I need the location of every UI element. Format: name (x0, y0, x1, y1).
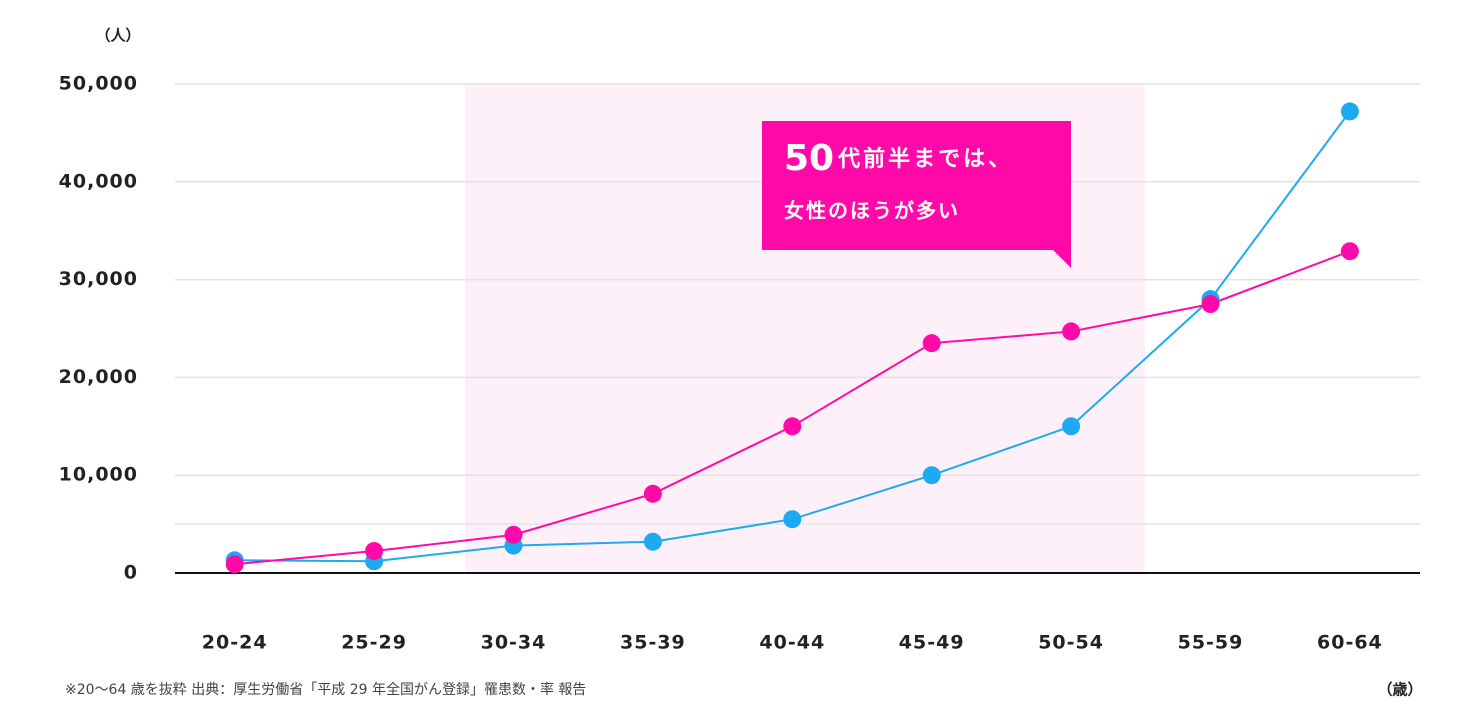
x-unit: （歳） (1377, 681, 1422, 699)
x-tick-label: 20-24 (202, 632, 268, 654)
x-tick-label: 40-44 (759, 632, 825, 654)
x-tick-label: 50-54 (1038, 632, 1104, 654)
x-tick-label: 25-29 (341, 632, 407, 654)
callout-line-2: 女性のほうが多い (784, 199, 960, 223)
callout: 50 代前半までは、 女性のほうが多い (762, 121, 1071, 268)
data-point (783, 417, 802, 436)
callout-line-1: 50 代前半までは、 (784, 138, 1013, 179)
data-point (783, 510, 802, 529)
callout-number: 50 (784, 138, 834, 179)
callout-text: 代前半までは、 (837, 146, 1013, 172)
data-point (365, 541, 384, 560)
footnote: ※20～64 歳を抜粋 出典：厚生労働省「平成 29 年全国がん登録」罹患数・率… (65, 681, 586, 698)
y-tick-label: 10,000 (59, 464, 138, 486)
y-tick-label: 50,000 (59, 73, 138, 95)
x-tick-label: 30-34 (481, 632, 547, 654)
x-tick-label: 45-49 (899, 632, 965, 654)
x-tick-label: 60-64 (1317, 632, 1383, 654)
data-point (1340, 242, 1359, 261)
data-point (643, 484, 662, 503)
y-tick-label: 0 (124, 562, 138, 584)
data-point (643, 532, 662, 551)
y-tick-label: 20,000 (59, 366, 138, 388)
data-point (1062, 417, 1081, 436)
data-point (922, 334, 941, 353)
data-point (504, 525, 523, 544)
data-point (1062, 322, 1081, 341)
y-tick-label: 30,000 (59, 268, 138, 290)
y-unit: （人） (95, 27, 140, 45)
x-tick-label: 35-39 (620, 632, 686, 654)
y-tick-label: 40,000 (59, 170, 138, 192)
data-point (225, 555, 244, 574)
x-tick-label: 55-59 (1178, 632, 1244, 654)
callout-box (762, 121, 1071, 268)
data-point (922, 466, 941, 485)
plot: 0 10,000 20,000 30,000 40,000 50,000 20-24 25-2… (59, 73, 1420, 654)
data-point (1201, 295, 1220, 314)
data-point (1340, 102, 1359, 121)
